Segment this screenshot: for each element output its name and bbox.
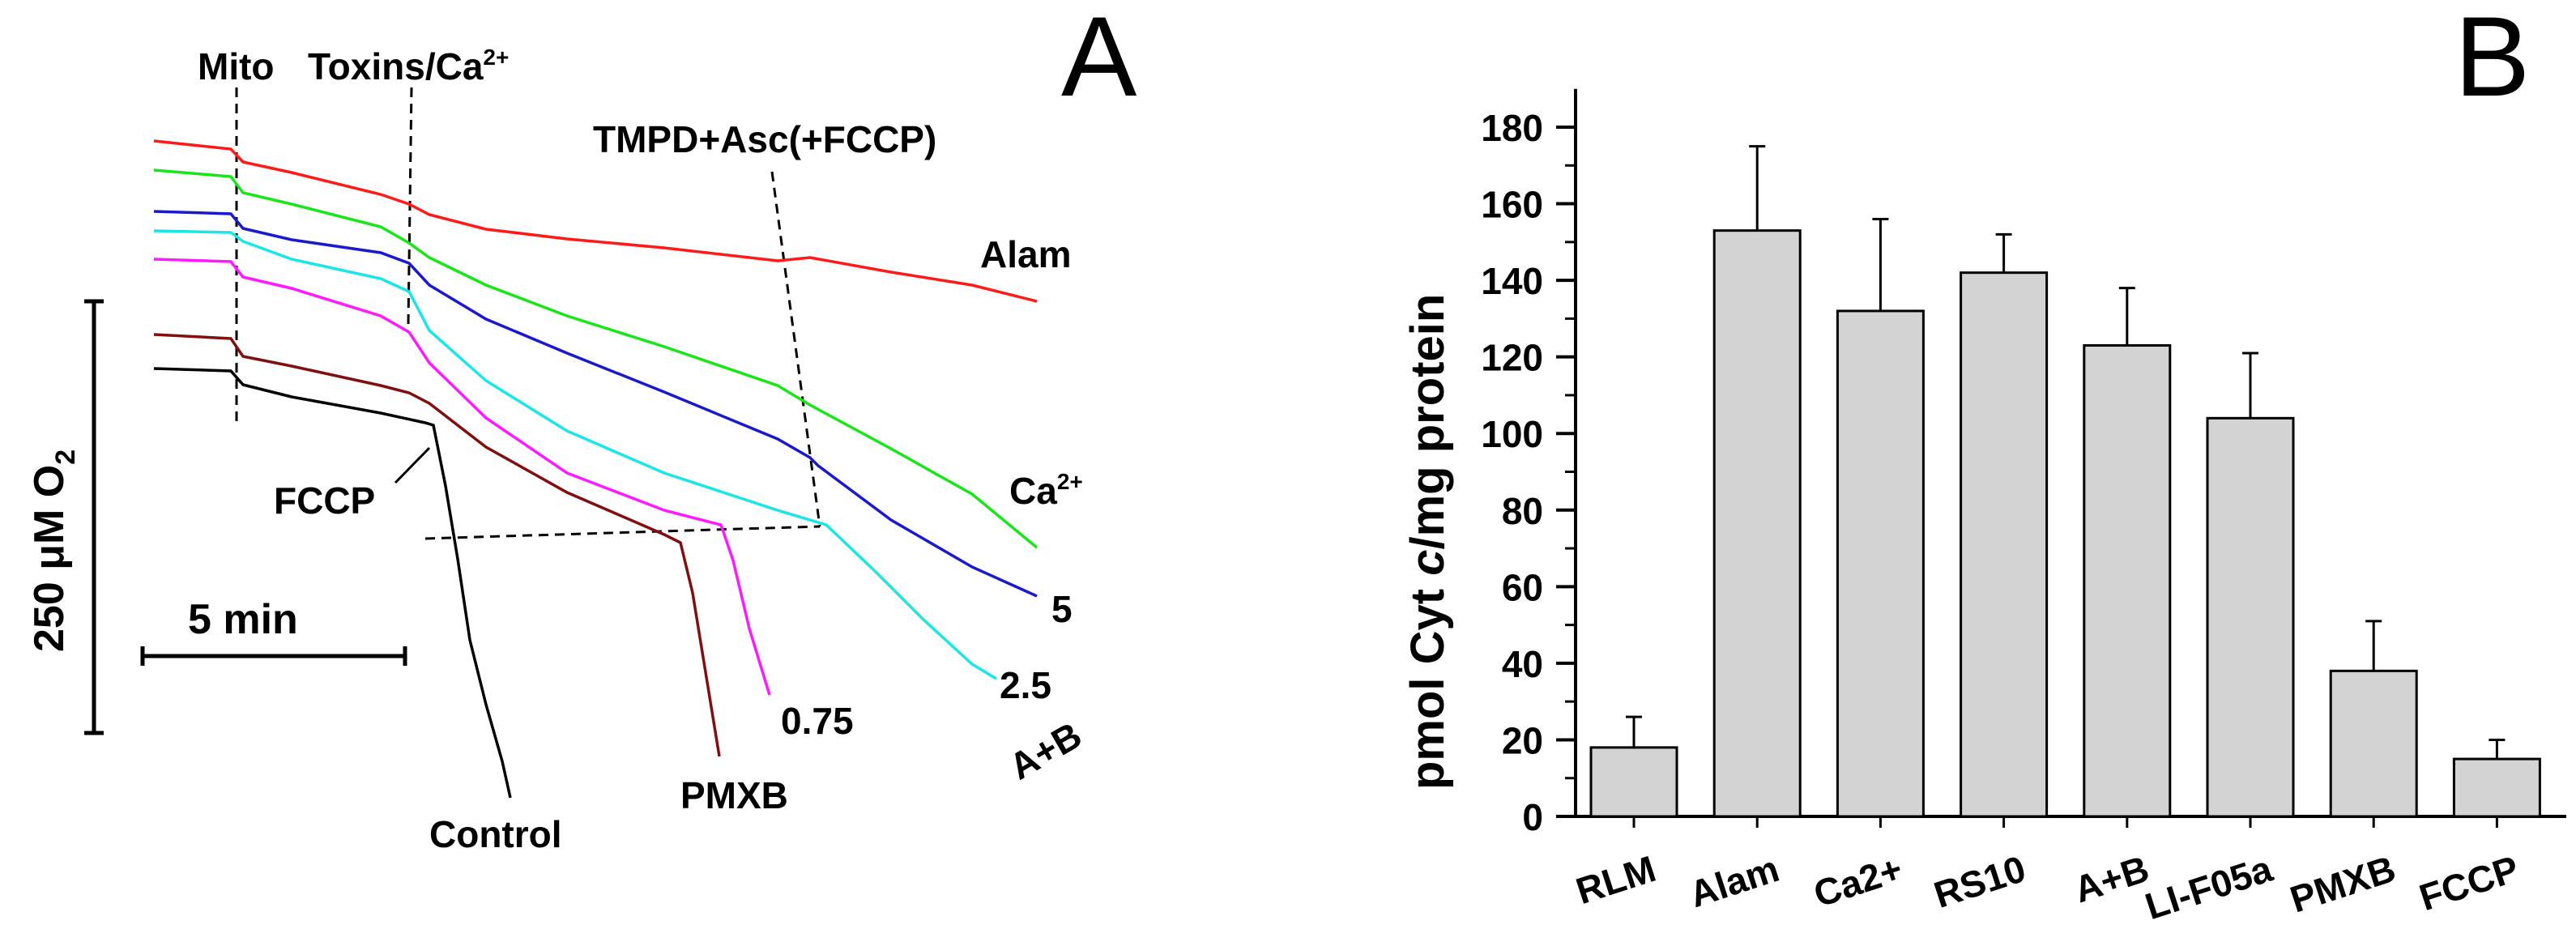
x-tick-label: PMXB [2285, 847, 2400, 921]
x-axis-tick-labels: RLM Alam Ca2+ RS10 A+BLI-F05a PMXB FCCP [1571, 847, 2523, 927]
series-label-2-5: 2.5 [1000, 664, 1051, 706]
bar [1960, 271, 2049, 818]
x-tick-label: FCCP [2414, 847, 2523, 918]
y-tick-label: 140 [1481, 260, 1543, 302]
fccp-marker-label: FCCP [274, 479, 375, 522]
panel-a-oxygen-traces: A 250 μM O2 5 min Mito Toxins/Ca2+ TMPD+… [26, 0, 1137, 855]
trace-alam [153, 139, 1038, 303]
trace-5 [153, 210, 1038, 598]
x-tick-label: A+B [2069, 847, 2154, 910]
y-tick-label: 120 [1481, 337, 1543, 379]
mito-marker-label: Mito [198, 45, 275, 87]
x-tick-label: RLM [1571, 847, 1661, 912]
series-label-pmxb: PMXB [680, 774, 788, 816]
trace-2-5 [153, 229, 997, 680]
panel-a-letter: A [1061, 0, 1137, 120]
y-tick-label: 80 [1502, 490, 1543, 532]
trace-ca [153, 168, 1039, 549]
x-tick-label: LI-F05a [2140, 847, 2278, 927]
toxins-marker-label: Toxins/Ca2+ [308, 45, 509, 87]
vertical-scale-label: 250 μM O2 [26, 450, 81, 652]
y-axis-title: pmol Cyt c/mg protein [1401, 294, 1454, 790]
bar [2329, 669, 2418, 818]
x-tick-label: Alam [1684, 847, 1784, 915]
y-tick-label: 40 [1502, 643, 1543, 685]
bar [1589, 746, 1678, 818]
series-label-5: 5 [1051, 588, 1073, 630]
trace-0-75 [153, 258, 771, 696]
y-tick-label: 100 [1481, 413, 1543, 455]
series-label-alam: Alam [980, 233, 1071, 275]
panel-b-letter: B [2454, 0, 2530, 120]
series-label-0-75: 0.75 [781, 700, 854, 742]
x-tick-label: RS10 [1929, 847, 2031, 916]
x-tick-label: Ca2+ [1809, 847, 1908, 915]
y-tick-label: 160 [1481, 184, 1543, 226]
series-label-ab: A+B [1002, 714, 1089, 788]
tmpd-baseline-line [424, 525, 821, 540]
bar [2206, 416, 2295, 818]
y-tick-label: 0 [1522, 796, 1543, 838]
tmpd-marker-line [770, 171, 821, 527]
panel-b-bar-chart: B pmol Cyt c/mg protein 0 20 40 60 80 100 120 1… [1401, 0, 2566, 927]
bars [1589, 145, 2541, 828]
fccp-marker-arrow [394, 446, 431, 484]
series-label-control: Control [429, 813, 562, 855]
bar [1836, 309, 1925, 818]
tmpd-marker-label: TMPD+Asc(+FCCP) [593, 118, 936, 160]
bar [1712, 229, 1802, 818]
bar [2452, 757, 2541, 818]
horizontal-scale-label: 5 min [188, 596, 298, 643]
trace-pmxb [153, 333, 721, 757]
series-label-ca: Ca2+ [1009, 469, 1083, 512]
trace-control [153, 367, 512, 799]
y-tick-label: 60 [1502, 566, 1543, 608]
y-tick-label: 180 [1481, 107, 1543, 149]
bar [2083, 343, 2172, 818]
y-tick-label: 20 [1502, 719, 1543, 761]
